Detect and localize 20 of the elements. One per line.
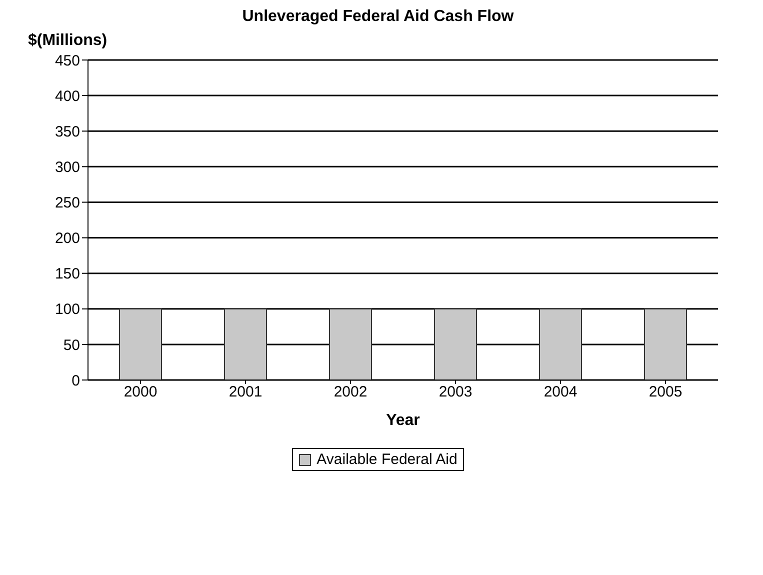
y-tick-label: 250 <box>54 194 80 212</box>
y-axis-title: $(Millions) <box>28 32 108 50</box>
chart-title: Unleveraged Federal Aid Cash Flow <box>241 8 515 26</box>
y-tick-label: 400 <box>54 88 80 105</box>
y-tick-label: 0 <box>72 372 80 390</box>
y-tick-label: 350 <box>54 123 80 140</box>
x-tick-label: 2004 <box>544 384 578 401</box>
y-tick-label: 200 <box>54 230 80 248</box>
x-tick-label: 2003 <box>438 384 472 401</box>
x-tick-label: 2005 <box>648 384 682 401</box>
x-axis-title: Year <box>386 412 420 429</box>
legend-label: Available Federal Aid <box>316 451 458 468</box>
x-tick-label: 2001 <box>228 384 262 401</box>
y-tick-label: 100 <box>54 301 80 318</box>
x-tick-label: 2002 <box>334 384 368 401</box>
y-tick-label: 450 <box>54 52 80 70</box>
y-tick-label: 150 <box>54 266 80 283</box>
x-tick-label: 2000 <box>124 384 158 401</box>
y-tick-label: 300 <box>54 158 80 176</box>
y-tick-label: 50 <box>63 336 80 354</box>
